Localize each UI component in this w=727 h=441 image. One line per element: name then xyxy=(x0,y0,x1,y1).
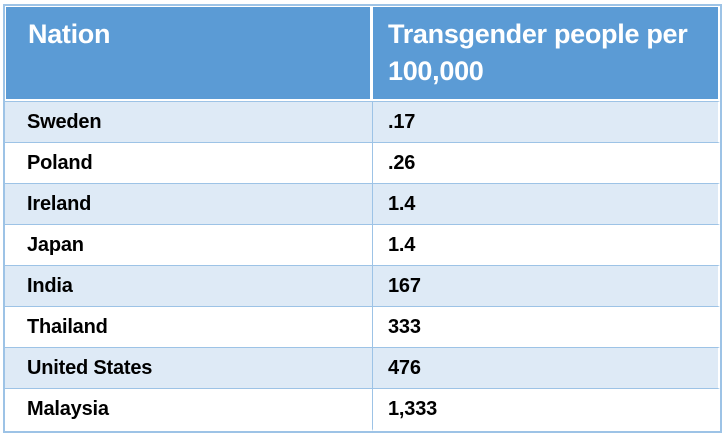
value-cell: 1.4 xyxy=(373,225,720,266)
table-body: Sweden .17 Poland .26 Ireland 1.4 Japan … xyxy=(5,101,720,431)
table-row: Sweden .17 xyxy=(5,101,720,143)
nation-cell: Malaysia xyxy=(5,389,373,431)
value-cell: .17 xyxy=(373,101,720,143)
table-header-row: Nation Transgender people per 100,000 xyxy=(5,6,720,101)
table-row: Poland .26 xyxy=(5,143,720,184)
transgender-population-table: Nation Transgender people per 100,000 Sw… xyxy=(3,4,722,433)
table-row: India 167 xyxy=(5,266,720,307)
table-row: Malaysia 1,333 xyxy=(5,389,720,431)
value-cell: 333 xyxy=(373,307,720,348)
nation-cell: India xyxy=(5,266,373,307)
table-row: Japan 1.4 xyxy=(5,225,720,266)
nation-cell: Japan xyxy=(5,225,373,266)
table-row: United States 476 xyxy=(5,348,720,389)
nation-cell: United States xyxy=(5,348,373,389)
nation-cell: Sweden xyxy=(5,101,373,143)
column-header-nation: Nation xyxy=(5,6,373,101)
value-cell: .26 xyxy=(373,143,720,184)
value-cell: 167 xyxy=(373,266,720,307)
nation-cell: Ireland xyxy=(5,184,373,225)
value-cell: 1,333 xyxy=(373,389,720,431)
table-row: Ireland 1.4 xyxy=(5,184,720,225)
value-cell: 1.4 xyxy=(373,184,720,225)
value-cell: 476 xyxy=(373,348,720,389)
nation-cell: Poland xyxy=(5,143,373,184)
nation-cell: Thailand xyxy=(5,307,373,348)
table-row: Thailand 333 xyxy=(5,307,720,348)
column-header-rate: Transgender people per 100,000 xyxy=(373,6,720,101)
